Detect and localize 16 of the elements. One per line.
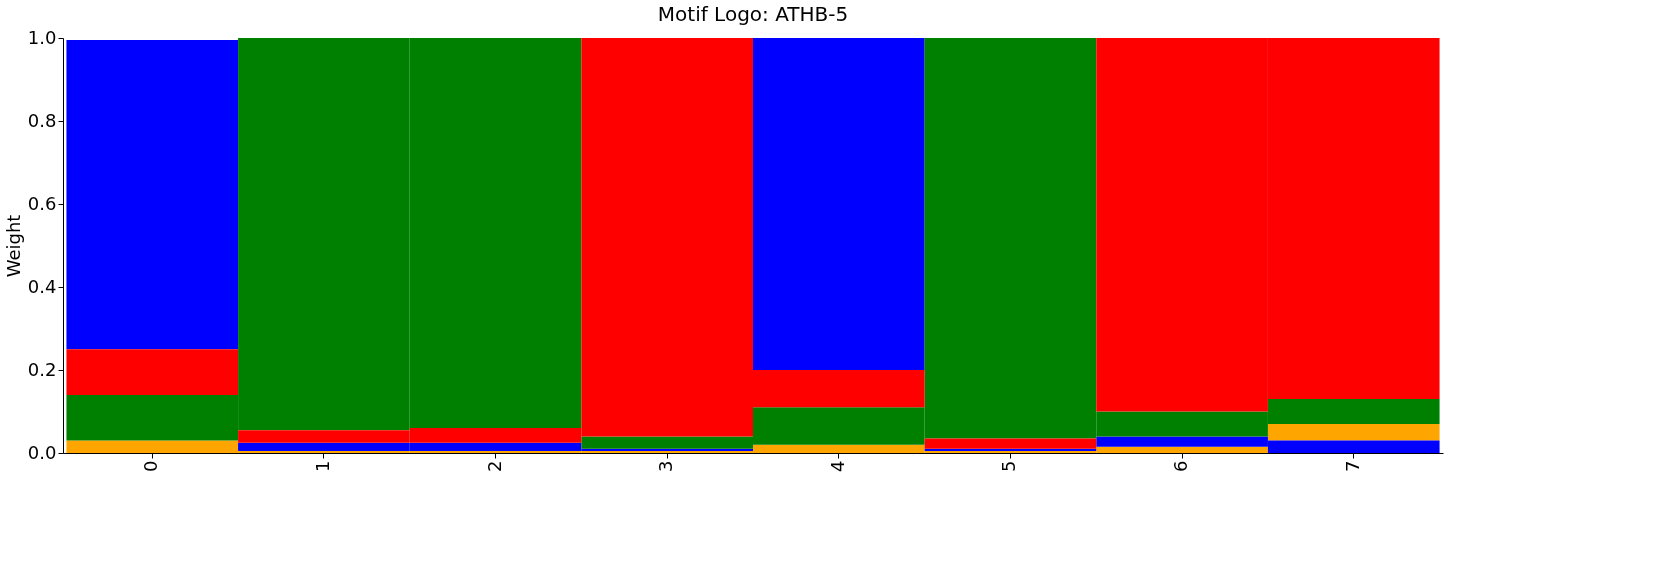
y-axis-title: Weight [2,214,24,278]
y-tick-label: 0.8 [27,109,57,131]
x-tick-label: 4 [826,460,848,472]
x-tick-label: 2 [483,460,505,472]
y-tick-label: 0.2 [27,358,57,380]
y-tick-label: 0.6 [27,192,57,214]
x-tick-label: 7 [1341,460,1363,472]
y-tick-label: 0.0 [27,441,57,463]
x-tick-label: 0 [140,460,162,472]
x-tick-label: 6 [1170,460,1192,472]
chart-title: Motif Logo: ATHB-5 [657,2,849,26]
y-tick-label: 1.0 [27,26,57,48]
y-tick-label: 0.4 [27,275,57,297]
x-tick-label: 3 [655,460,677,472]
x-tick-label: 1 [311,460,333,472]
x-tick-label: 5 [998,460,1020,472]
